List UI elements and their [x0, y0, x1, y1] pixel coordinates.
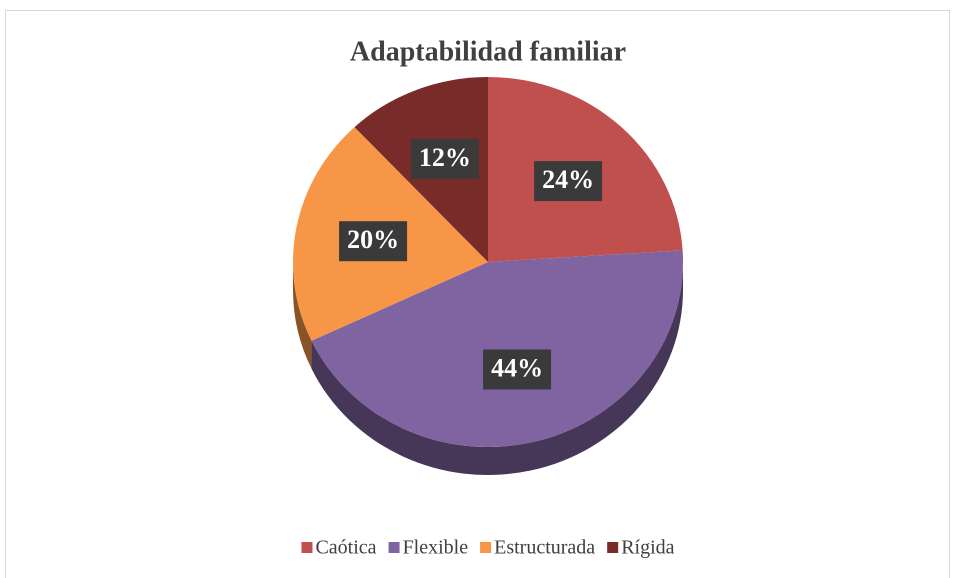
- legend-label: Flexible: [403, 537, 469, 559]
- data-label-box: [339, 221, 408, 262]
- data-label-box: [410, 138, 479, 179]
- data-label-box: [483, 349, 552, 390]
- legend: Caótica Flexible Estructurada Rígida: [301, 537, 675, 559]
- data-label: 20%: [347, 225, 399, 254]
- data-label: 44%: [491, 353, 543, 382]
- chart-title: Adaptabilidad familiar: [350, 36, 626, 67]
- data-label: 12%: [419, 143, 471, 172]
- legend-swatch: [388, 542, 400, 553]
- data-label: 24%: [542, 165, 594, 194]
- slice-side: [293, 262, 312, 369]
- legend-swatch: [607, 542, 619, 553]
- legend-label: Estructurada: [494, 537, 595, 559]
- legend-label: Rígida: [621, 537, 674, 559]
- legend-label: Caótica: [315, 537, 376, 559]
- pie-slice: [311, 250, 683, 448]
- slice-side: [311, 262, 683, 475]
- legend-swatch: [301, 542, 313, 553]
- data-label-box: [534, 161, 603, 202]
- legend-swatch: [480, 542, 492, 553]
